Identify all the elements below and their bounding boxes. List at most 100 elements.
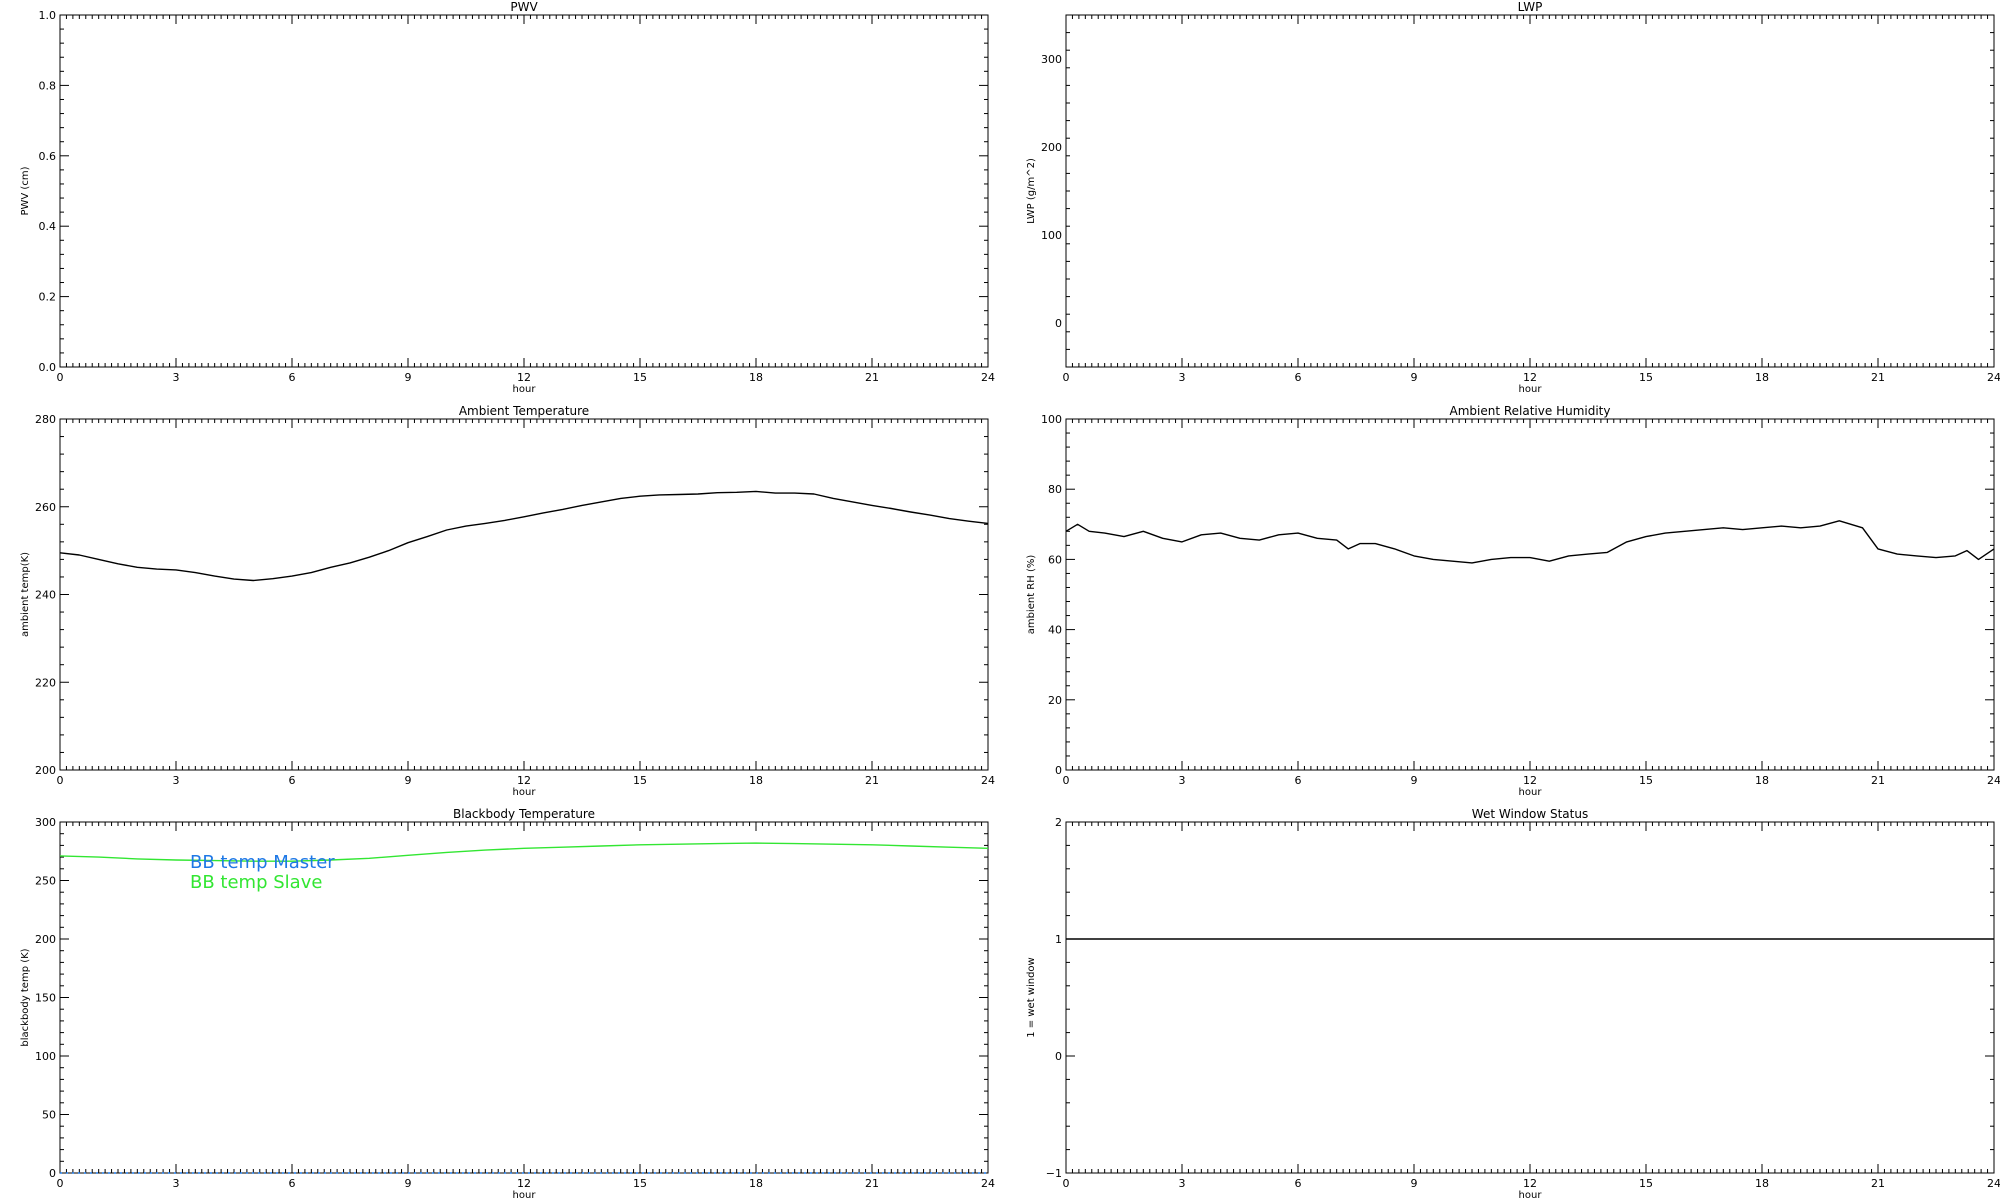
blackbody-temp-x-tick-label: 9 bbox=[405, 1177, 412, 1190]
pwv-title: PWV bbox=[510, 0, 538, 14]
pwv-chart: PWV 0 3 6 9 12 15 18 21 24 hour 0.0 0.2 0.4 0.6 0.8 1.0 P… bbox=[20, 0, 995, 395]
pwv-y-tick-label: 0.0 bbox=[39, 361, 57, 374]
ambient-rh-x-tick-label: 6 bbox=[1295, 774, 1302, 787]
ambient-rh-series-0 bbox=[1065, 520, 1995, 564]
blackbody-temp-y-tick-label: 150 bbox=[35, 992, 56, 1005]
blackbody-temp-x-tick-label: 12 bbox=[517, 1177, 531, 1190]
blackbody-temp-y-tick-label: 50 bbox=[42, 1109, 56, 1122]
ambient-rh-chart: Ambient Relative Humidity 0 3 6 9 12 15 18 21 24 h… bbox=[1026, 404, 2000, 798]
pwv-x-tick-label: 0 bbox=[57, 371, 64, 384]
ambient-rh-x-tick-label: 9 bbox=[1411, 774, 1418, 787]
blackbody-temp-x-tick-label: 6 bbox=[289, 1177, 296, 1190]
ambient-rh-plot-frame bbox=[1065, 418, 1995, 771]
pwv-y-tick-label: 0.4 bbox=[39, 220, 57, 233]
lwp-x-tick-label: 21 bbox=[1871, 371, 1885, 384]
wet-window-x-axis-label: hour bbox=[1519, 1190, 1543, 1200]
ambient-temp-x-tick-label: 6 bbox=[289, 774, 296, 787]
pwv-x-tick-label: 15 bbox=[633, 371, 647, 384]
ambient-temp-y-tick-label: 280 bbox=[35, 413, 56, 426]
pwv-plot-frame bbox=[59, 14, 989, 368]
ambient-rh-y-tick-label: 80 bbox=[1048, 483, 1062, 496]
lwp-x-tick-label: 18 bbox=[1755, 371, 1769, 384]
lwp-y-axis-label: LWP (g/m^2) bbox=[1026, 158, 1037, 224]
wet-window-x-tick-label: 9 bbox=[1411, 1177, 1418, 1190]
pwv-x-tick-label: 3 bbox=[173, 371, 180, 384]
lwp-y-tick-label: 300 bbox=[1041, 53, 1062, 66]
lwp-title: LWP bbox=[1518, 0, 1543, 14]
lwp-y-tick-label: 100 bbox=[1041, 229, 1062, 242]
blackbody-temp-y-tick-label: 200 bbox=[35, 933, 56, 946]
wet-window-x-tick-label: 0 bbox=[1063, 1177, 1070, 1190]
blackbody-temp-x-tick-label: 0 bbox=[57, 1177, 64, 1190]
wet-window-y-axis-label: 1 = wet window bbox=[1026, 957, 1037, 1037]
ambient-rh-title: Ambient Relative Humidity bbox=[1450, 404, 1611, 418]
pwv-x-tick-label: 9 bbox=[405, 371, 412, 384]
ambient-rh-x-tick-label: 15 bbox=[1639, 774, 1653, 787]
ambient-temp-title: Ambient Temperature bbox=[459, 404, 589, 418]
pwv-y-tick-label: 0.8 bbox=[39, 79, 57, 92]
wet-window-y-tick-label: 2 bbox=[1055, 816, 1062, 829]
blackbody-temp-title: Blackbody Temperature bbox=[453, 807, 595, 821]
ambient-rh-y-tick-label: 0 bbox=[1055, 764, 1062, 777]
pwv-x-tick-label: 18 bbox=[749, 371, 763, 384]
lwp-x-tick-label: 15 bbox=[1639, 371, 1653, 384]
wet-window-x-tick-label: 21 bbox=[1871, 1177, 1885, 1190]
blackbody-temp-y-tick-label: 300 bbox=[35, 816, 56, 829]
pwv-x-tick-label: 12 bbox=[517, 371, 531, 384]
lwp-y-tick-label: 200 bbox=[1041, 141, 1062, 154]
blackbody-temp-y-tick-label: 250 bbox=[35, 875, 56, 888]
ambient-temp-x-tick-label: 18 bbox=[749, 774, 763, 787]
ambient-rh-y-axis-label: ambient RH (%) bbox=[1026, 555, 1037, 635]
wet-window-y-tick-label: 1 bbox=[1055, 933, 1062, 946]
blackbody-temp-x-tick-label: 21 bbox=[865, 1177, 879, 1190]
wet-window-x-tick-label: 3 bbox=[1179, 1177, 1186, 1190]
pwv-x-tick-label: 6 bbox=[289, 371, 296, 384]
wet-window-x-tick-label: 12 bbox=[1523, 1177, 1537, 1190]
lwp-x-tick-label: 12 bbox=[1523, 371, 1537, 384]
blackbody-temp-x-axis-label: hour bbox=[513, 1190, 537, 1200]
lwp-x-tick-label: 3 bbox=[1179, 371, 1186, 384]
lwp-chart: LWP 0 3 6 9 12 15 18 21 24 hour 0 100 200 300 LWP (g/m^… bbox=[1026, 0, 2000, 395]
blackbody-temp-y-axis-label: blackbody temp (K) bbox=[20, 948, 31, 1046]
blackbody-temp-y-tick-label: 0 bbox=[49, 1167, 56, 1180]
lwp-y-tick-label: 0 bbox=[1055, 317, 1062, 330]
pwv-x-tick-label: 21 bbox=[865, 371, 879, 384]
ambient-temp-x-tick-label: 9 bbox=[405, 774, 412, 787]
legend-bb-temp-slave: BB temp Slave bbox=[190, 872, 322, 893]
lwp-x-tick-label: 24 bbox=[1987, 371, 2000, 384]
ambient-temp-y-axis-label: ambient temp(K) bbox=[20, 552, 31, 637]
ambient-temp-x-axis-label: hour bbox=[513, 787, 537, 798]
wet-window-x-tick-label: 15 bbox=[1639, 1177, 1653, 1190]
ambient-temp-x-tick-label: 21 bbox=[865, 774, 879, 787]
ambient-temp-x-tick-label: 12 bbox=[517, 774, 531, 787]
pwv-y-tick-label: 0.6 bbox=[39, 150, 57, 163]
ambient-temp-y-tick-label: 260 bbox=[35, 501, 56, 514]
ambient-rh-x-axis-label: hour bbox=[1519, 787, 1543, 798]
ambient-rh-y-tick-label: 100 bbox=[1041, 413, 1062, 426]
wet-window-x-tick-label: 24 bbox=[1987, 1177, 2000, 1190]
ambient-temp-x-tick-label: 15 bbox=[633, 774, 647, 787]
ambient-rh-x-tick-label: 3 bbox=[1179, 774, 1186, 787]
legend-bb-temp-master: BB temp Master bbox=[190, 852, 335, 873]
ambient-temp-series-0 bbox=[59, 490, 989, 582]
ambient-temp-chart: Ambient Temperature 0 3 6 9 12 15 18 21 24 hour 200… bbox=[20, 404, 995, 798]
ambient-rh-x-tick-label: 18 bbox=[1755, 774, 1769, 787]
lwp-x-tick-label: 0 bbox=[1063, 371, 1070, 384]
ambient-temp-y-tick-label: 240 bbox=[35, 589, 56, 602]
blackbody-temp-chart: Blackbody Temperature 0 3 6 9 12 15 18 21 24 hour 0… bbox=[20, 807, 995, 1200]
lwp-x-tick-label: 6 bbox=[1295, 371, 1302, 384]
blackbody-temp-y-tick-label: 100 bbox=[35, 1050, 56, 1063]
wet-window-y-tick-label: 0 bbox=[1055, 1050, 1062, 1063]
ambient-temp-x-tick-label: 3 bbox=[173, 774, 180, 787]
ambient-temp-x-tick-label: 24 bbox=[981, 774, 995, 787]
blackbody-temp-x-tick-label: 24 bbox=[981, 1177, 995, 1190]
blackbody-temp-series-bb-temp-slave bbox=[59, 842, 989, 862]
pwv-y-axis-label: PWV (cm) bbox=[20, 166, 31, 215]
ambient-rh-x-tick-label: 21 bbox=[1871, 774, 1885, 787]
pwv-y-tick-label: 1.0 bbox=[39, 9, 57, 22]
ambient-temp-plot-frame bbox=[59, 418, 989, 771]
pwv-y-tick-label: 0.2 bbox=[39, 291, 57, 304]
ambient-rh-x-tick-label: 24 bbox=[1987, 774, 2000, 787]
